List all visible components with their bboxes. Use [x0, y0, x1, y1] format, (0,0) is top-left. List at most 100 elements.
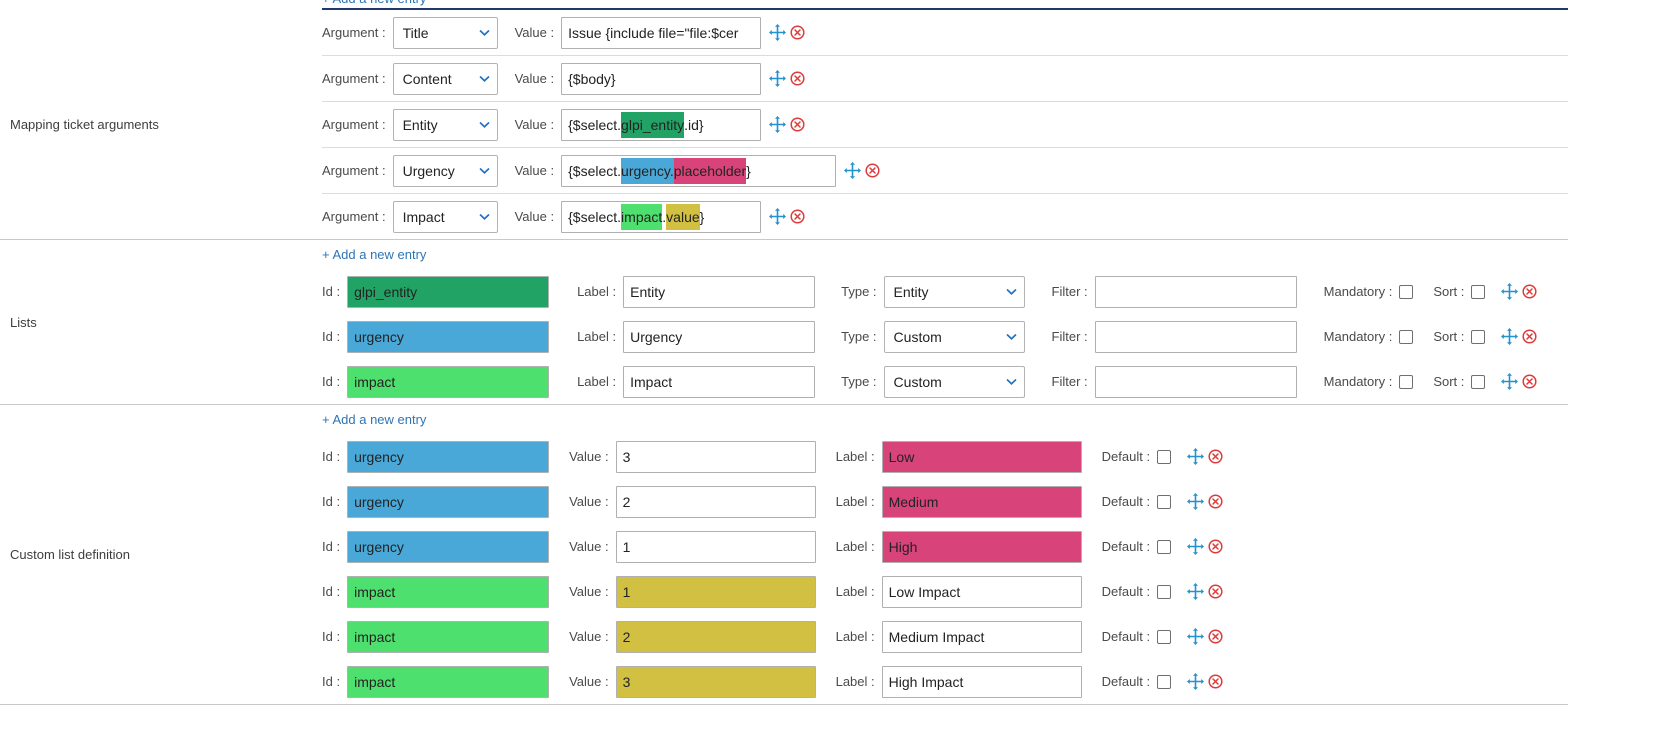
custom-label-input[interactable] — [881, 620, 1082, 653]
chevron-down-icon — [1005, 378, 1017, 385]
argument-value-input[interactable]: {$body} — [561, 62, 762, 95]
custom-value-input[interactable] — [615, 575, 816, 608]
delete-icon[interactable] — [790, 25, 805, 40]
custom-id-input[interactable] — [347, 440, 550, 473]
field-label: Argument : — [322, 25, 386, 40]
delete-icon[interactable] — [1208, 584, 1223, 599]
custom-id-input[interactable] — [347, 620, 550, 653]
default-checkbox[interactable] — [1157, 494, 1172, 509]
custom-id-input[interactable] — [347, 575, 550, 608]
argument-select[interactable]: Content — [392, 62, 498, 95]
custom-value-input[interactable] — [615, 620, 816, 653]
list-filter-input[interactable] — [1094, 320, 1297, 353]
list-type-select[interactable]: Custom — [883, 365, 1025, 398]
custom-id-input[interactable] — [347, 485, 550, 518]
delete-icon[interactable] — [1522, 284, 1537, 299]
delete-icon[interactable] — [1208, 494, 1223, 509]
move-icon[interactable] — [1501, 283, 1519, 300]
list-id-input[interactable] — [347, 275, 550, 308]
delete-icon[interactable] — [1208, 449, 1223, 464]
field-label: Id : — [322, 539, 341, 554]
custom-value-input[interactable] — [615, 485, 816, 518]
delete-icon[interactable] — [1522, 374, 1537, 389]
add-entry-link[interactable]: + Add a new entry — [322, 412, 427, 427]
move-icon[interactable] — [1187, 583, 1205, 600]
move-icon[interactable] — [769, 24, 787, 41]
delete-icon[interactable] — [790, 117, 805, 132]
field-label: Id : — [322, 284, 341, 299]
move-icon[interactable] — [1501, 373, 1519, 390]
delete-icon[interactable] — [1208, 539, 1223, 554]
argument-value-input[interactable]: {$select. impact. value} — [561, 200, 762, 233]
custom-label-input[interactable] — [881, 440, 1082, 473]
default-checkbox[interactable] — [1157, 449, 1172, 464]
add-entry-link[interactable]: + Add a new entry — [322, 0, 426, 6]
argument-value-input[interactable]: {$select. glpi_entity .id} — [561, 108, 762, 141]
delete-icon[interactable] — [790, 209, 805, 224]
move-icon[interactable] — [1187, 673, 1205, 690]
list-filter-input[interactable] — [1094, 275, 1297, 308]
custom-id-input[interactable] — [347, 530, 550, 563]
chevron-down-icon — [1005, 333, 1017, 340]
value-text: {$select. — [568, 116, 622, 133]
selected-option: Urgency — [402, 162, 455, 179]
argument-select[interactable]: Urgency — [392, 154, 498, 187]
list-label-input[interactable] — [623, 320, 816, 353]
mapping-row: Argument : Entity Value : {$select. glpi_ent… — [322, 102, 1568, 148]
delete-icon[interactable] — [1208, 629, 1223, 644]
field-label: Default : — [1101, 674, 1151, 689]
custom-label-input[interactable] — [881, 485, 1082, 518]
value-text: glpi_entity — [621, 111, 685, 138]
mandatory-checkbox[interactable] — [1399, 329, 1414, 344]
mandatory-checkbox[interactable] — [1399, 284, 1414, 299]
move-icon[interactable] — [769, 208, 787, 225]
delete-icon[interactable] — [1208, 674, 1223, 689]
list-filter-input[interactable] — [1094, 365, 1297, 398]
sort-checkbox[interactable] — [1471, 329, 1486, 344]
move-icon[interactable] — [1187, 538, 1205, 555]
argument-value-input[interactable]: {$select. urgency. placeholder} — [561, 154, 837, 187]
list-type-select[interactable]: Entity — [883, 275, 1025, 308]
list-row: Id : Label : Type : Custom Filter : Mandatory… — [322, 314, 1568, 359]
custom-value-input[interactable] — [615, 665, 816, 698]
move-icon[interactable] — [769, 70, 787, 87]
custom-value-input[interactable] — [615, 440, 816, 473]
delete-icon[interactable] — [1522, 329, 1537, 344]
list-id-input[interactable] — [347, 365, 550, 398]
default-checkbox[interactable] — [1157, 629, 1172, 644]
argument-value-input[interactable]: Issue {include file="file:$cer — [561, 16, 762, 49]
list-label-input[interactable] — [623, 275, 816, 308]
argument-select[interactable]: Impact — [392, 200, 498, 233]
move-icon[interactable] — [1187, 448, 1205, 465]
argument-select[interactable]: Entity — [392, 108, 498, 141]
sort-checkbox[interactable] — [1471, 284, 1486, 299]
default-checkbox[interactable] — [1157, 539, 1172, 554]
mandatory-checkbox[interactable] — [1399, 374, 1414, 389]
field-label: Label : — [835, 539, 875, 554]
sort-checkbox[interactable] — [1471, 374, 1486, 389]
custom-value-input[interactable] — [615, 530, 816, 563]
delete-icon[interactable] — [865, 163, 880, 178]
list-label-input[interactable] — [623, 365, 816, 398]
custom-label-input[interactable] — [881, 530, 1082, 563]
delete-icon[interactable] — [790, 71, 805, 86]
default-checkbox[interactable] — [1157, 674, 1172, 689]
move-icon[interactable] — [1501, 328, 1519, 345]
move-icon[interactable] — [1187, 493, 1205, 510]
mapping-row: Argument : Urgency Value : {$select. urgency… — [322, 148, 1568, 194]
list-id-input[interactable] — [347, 320, 550, 353]
move-icon[interactable] — [1187, 628, 1205, 645]
custom-id-input[interactable] — [347, 665, 550, 698]
custom-label-input[interactable] — [881, 665, 1082, 698]
custom-row: Id : Value : Label : Default : — [322, 479, 1568, 524]
argument-select[interactable]: Title — [392, 16, 498, 49]
list-type-select[interactable]: Custom — [883, 320, 1025, 353]
add-entry-link[interactable]: + Add a new entry — [322, 247, 427, 262]
default-checkbox[interactable] — [1157, 584, 1172, 599]
custom-label-input[interactable] — [881, 575, 1082, 608]
move-icon[interactable] — [844, 162, 862, 179]
custom-row: Id : Value : Label : Default : — [322, 434, 1568, 479]
move-icon[interactable] — [769, 116, 787, 133]
field-label: Argument : — [322, 209, 386, 224]
